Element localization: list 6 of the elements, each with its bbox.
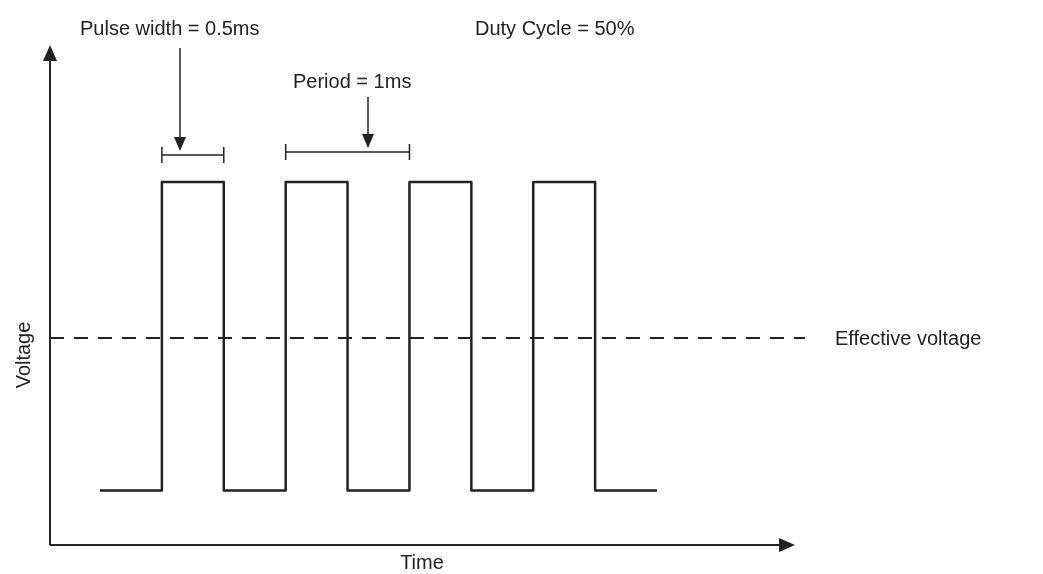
y-axis-title: Voltage (12, 321, 34, 389)
ref-line-label: Effective voltage (835, 327, 982, 350)
text: Duty Cycle = 50% (475, 17, 635, 39)
x-axis-title: Time (400, 551, 444, 573)
text: Pulse width = 0.5ms (80, 17, 260, 39)
text: Period = 1ms (293, 70, 412, 92)
